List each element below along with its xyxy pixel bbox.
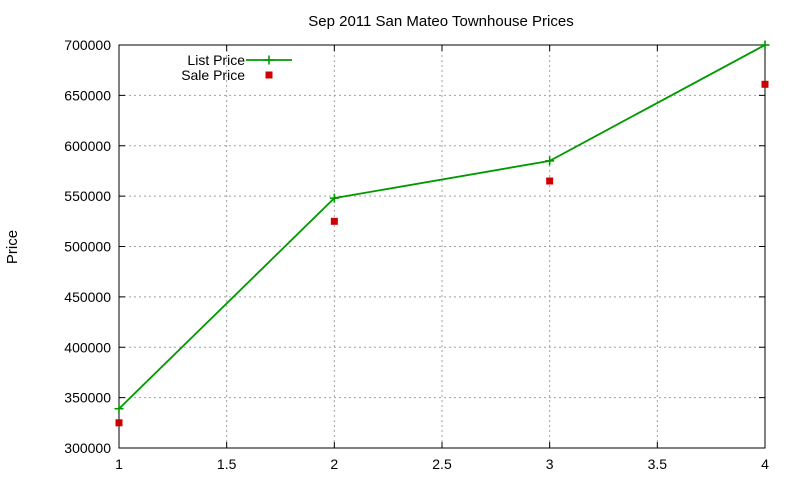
sale-price-point — [761, 80, 769, 88]
x-tick-label: 3 — [546, 456, 554, 472]
y-tick-label: 600000 — [64, 138, 111, 154]
y-tick-label: 550000 — [64, 188, 111, 204]
axes: 1 1.5 2 2.5 3 3.5 4 300000 350000 400000 450000 500… — [64, 37, 769, 472]
y-tick-label: 650000 — [64, 87, 111, 103]
x-tick-label: 3.5 — [648, 456, 668, 472]
y-axis-label: Price — [4, 230, 21, 264]
list-price-point — [545, 156, 555, 166]
y-tick-label: 350000 — [64, 390, 111, 406]
x-tick-label: 4 — [761, 456, 769, 472]
legend-label-sale-price: Sale Price — [181, 67, 245, 83]
list-price-point — [760, 40, 770, 50]
plot-frame — [118, 44, 766, 449]
grid-lines — [119, 45, 765, 448]
series-list-price — [114, 40, 770, 414]
x-tick-label: 2 — [330, 456, 338, 472]
y-tick-label: 700000 — [64, 37, 111, 53]
list-price-point — [114, 404, 124, 414]
y-tick-label: 300000 — [64, 440, 111, 456]
sale-price-point — [546, 177, 554, 185]
legend-marker-sale-price — [265, 71, 273, 79]
sale-price-point — [115, 419, 123, 427]
chart-title: Sep 2011 San Mateo Townhouse Prices — [308, 13, 573, 30]
list-price-point — [329, 193, 339, 203]
x-tick-label: 1.5 — [217, 456, 237, 472]
list-price-line — [118, 44, 766, 410]
legend-label-list-price: List Price — [187, 52, 245, 68]
y-tick-label: 500000 — [64, 239, 111, 255]
x-tick-label: 2.5 — [432, 456, 452, 472]
sale-price-point — [330, 217, 338, 225]
series-sale-price — [115, 80, 769, 427]
plot-series — [114, 40, 770, 427]
y-tick-label: 400000 — [64, 339, 111, 355]
y-tick-label: 450000 — [64, 289, 111, 305]
x-tick-label: 1 — [115, 456, 123, 472]
legend-marker-list-price — [264, 55, 274, 65]
